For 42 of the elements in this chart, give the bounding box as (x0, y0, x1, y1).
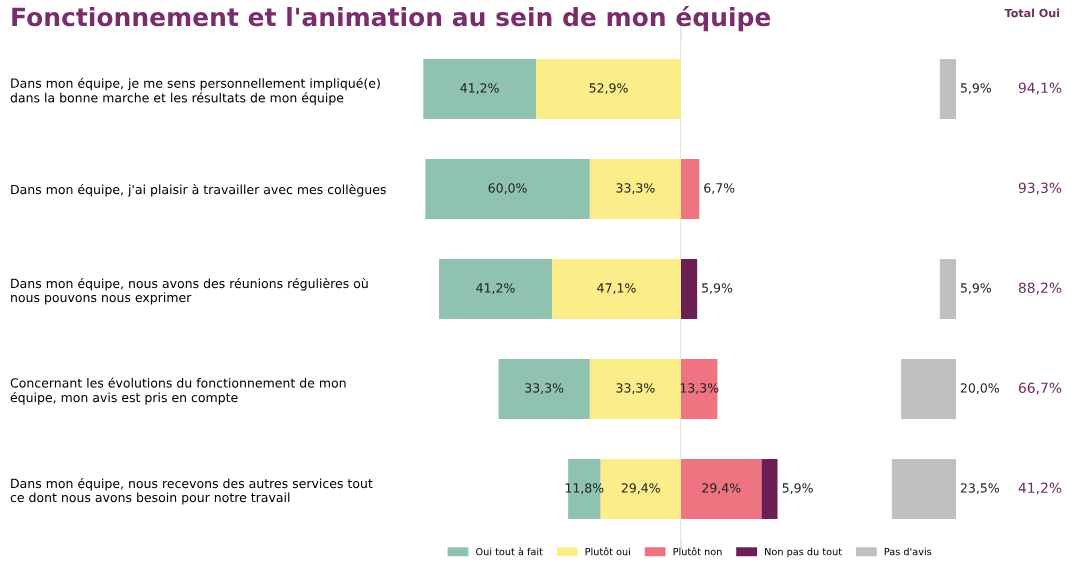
text: 41,2% (1018, 482, 1062, 495)
data-label: 41,2% (476, 283, 515, 294)
y-tick-label: Dans mon équipe, je me sens personnellement impliqué(e) dans la bonne marche et les résultats de mon équipe (10, 77, 380, 105)
bar (425, 159, 590, 219)
data-label: 29,4% (621, 483, 660, 494)
legend-label: Oui tout à fait (476, 547, 543, 556)
data-label: 6,7% (704, 183, 735, 194)
text: 66,7% (1018, 382, 1062, 395)
bar (681, 259, 698, 319)
text: 94,1% (1018, 82, 1062, 95)
data-label: 5,9% (702, 283, 733, 294)
legend-label: Pas d'avis (884, 547, 932, 556)
data-label: 33,3% (616, 183, 655, 194)
legend-label: Plutôt oui (585, 547, 630, 556)
data-label: 5,9% (782, 483, 813, 494)
chart-title: Fonctionnement et l'animation au sein de mon équipe (12, 6, 771, 32)
data-label: 5,9% (960, 83, 992, 94)
bar (423, 59, 537, 119)
data-label: 29,4% (702, 483, 741, 494)
bar (536, 59, 681, 119)
bar (439, 259, 552, 319)
bar (761, 459, 778, 519)
data-label: 5,9% (960, 283, 992, 294)
legend-label: Plutôt non (673, 547, 722, 556)
data-label: 33,3% (616, 383, 655, 394)
data-label: 23,5% (960, 483, 999, 494)
text: 88,2% (1018, 282, 1062, 295)
data-label: 20,0% (960, 383, 999, 394)
bar (681, 159, 700, 219)
y-tick-label: Dans mon équipe, nous recevons des autres services tout ce dont nous avons besoin pour notre travail (10, 477, 373, 505)
text: Total Oui (1004, 8, 1060, 18)
data-label: 41,2% (460, 83, 499, 94)
y-tick-label: Dans mon équipe, j'ai plaisir à travailler avec mes collègues (11, 184, 386, 197)
data-label: 47,1% (597, 283, 636, 294)
y-tick-label: Concernant les évolutions du fonctionnement de mon équipe, mon avis est pris en compte (10, 377, 346, 405)
y-tick-label: Dans mon équipe, nous avons des réunions régulières où nous pouvons nous exprimer (11, 277, 368, 305)
data-label: 52,9% (589, 83, 628, 94)
data-label: 60,0% (488, 183, 527, 194)
data-label: 33,3% (525, 383, 564, 394)
bar (498, 359, 590, 419)
legend-label: Non pas du tout (765, 547, 842, 558)
text: 93,3% (1018, 182, 1062, 195)
